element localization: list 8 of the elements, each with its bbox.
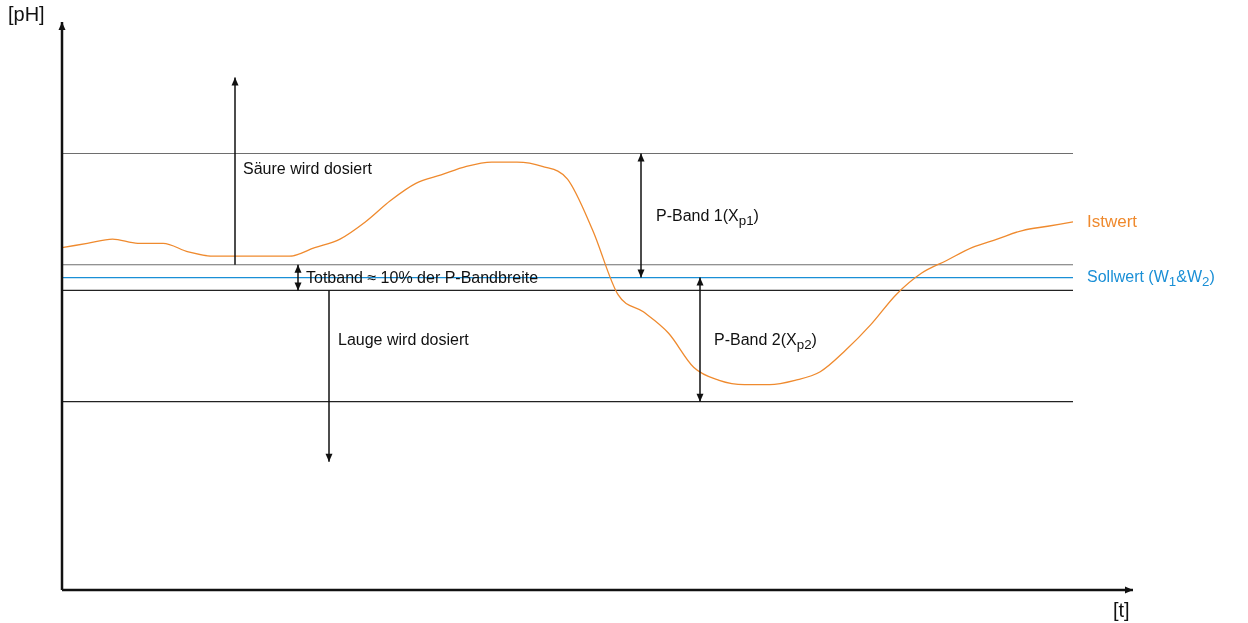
annotation: Säure wird dosiert — [243, 160, 372, 178]
x-axis-title: [t] — [1113, 599, 1130, 621]
annotation: P-Band 1(X$_{p1}$) — [656, 206, 759, 228]
annotation: Lauge wird dosiert — [338, 331, 469, 349]
text: [pH] — [8, 3, 45, 25]
series-label: Istwert — [1087, 211, 1138, 231]
ref-line-label: Sollwert (W$_{1}$&W$_{2}$) — [1087, 267, 1215, 289]
annotation: P-Band 2(X$_{p2}$) — [714, 330, 817, 352]
